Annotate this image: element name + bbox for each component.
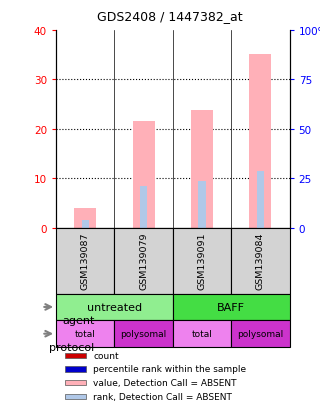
Bar bbox=[82, 221, 89, 228]
Bar bbox=[65, 366, 86, 372]
Bar bbox=[231, 320, 290, 347]
Text: GSM139079: GSM139079 bbox=[139, 232, 148, 290]
Text: GSM139087: GSM139087 bbox=[81, 232, 90, 290]
Bar bbox=[56, 228, 115, 294]
Text: total: total bbox=[75, 330, 96, 338]
Text: GSM139091: GSM139091 bbox=[197, 232, 206, 290]
Bar bbox=[249, 55, 271, 228]
Bar bbox=[198, 181, 205, 228]
Bar bbox=[173, 228, 231, 294]
Bar bbox=[65, 394, 86, 399]
Bar bbox=[140, 186, 147, 228]
Bar bbox=[173, 294, 290, 320]
Bar bbox=[115, 320, 173, 347]
Bar bbox=[115, 228, 173, 294]
Text: count: count bbox=[93, 351, 119, 361]
Text: untreated: untreated bbox=[87, 302, 142, 312]
Bar bbox=[65, 353, 86, 358]
Text: polysomal: polysomal bbox=[120, 330, 167, 338]
Bar bbox=[74, 209, 96, 228]
Text: total: total bbox=[192, 330, 212, 338]
Text: GSM139084: GSM139084 bbox=[256, 232, 265, 290]
Text: BAFF: BAFF bbox=[217, 302, 245, 312]
Bar bbox=[231, 228, 290, 294]
Bar bbox=[191, 111, 213, 228]
Bar bbox=[173, 320, 231, 347]
Bar bbox=[132, 122, 155, 228]
Text: polysomal: polysomal bbox=[237, 330, 284, 338]
Bar bbox=[257, 171, 264, 228]
Text: percentile rank within the sample: percentile rank within the sample bbox=[93, 365, 246, 374]
Bar bbox=[65, 380, 86, 385]
Bar bbox=[56, 320, 115, 347]
Text: value, Detection Call = ABSENT: value, Detection Call = ABSENT bbox=[93, 378, 237, 387]
Text: agent: agent bbox=[62, 316, 94, 325]
Text: rank, Detection Call = ABSENT: rank, Detection Call = ABSENT bbox=[93, 392, 232, 401]
Bar bbox=[56, 294, 173, 320]
Text: GDS2408 / 1447382_at: GDS2408 / 1447382_at bbox=[97, 10, 243, 23]
Text: protocol: protocol bbox=[49, 342, 94, 352]
